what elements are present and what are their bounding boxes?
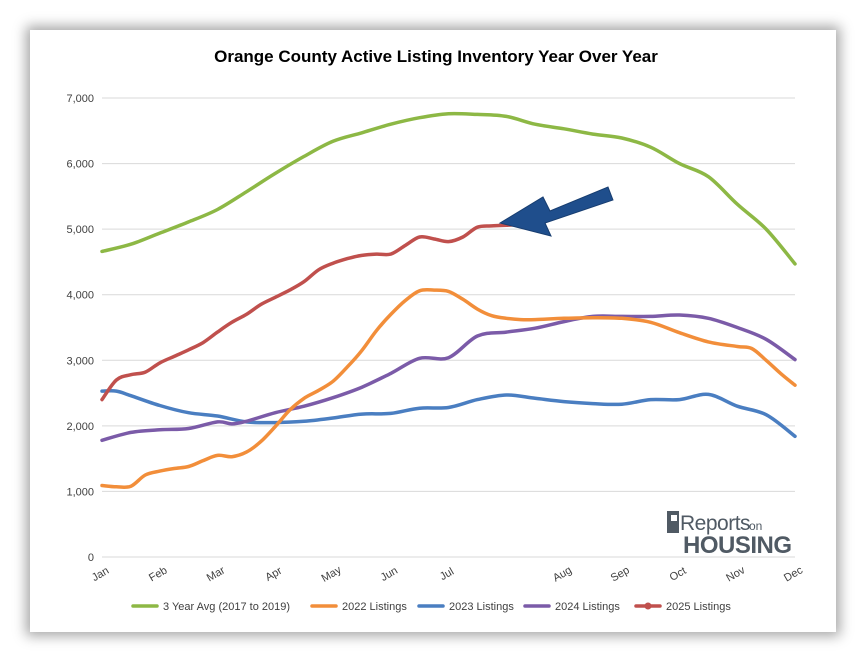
series-line-0	[100, 111, 797, 266]
x-tick-label: Apr	[263, 565, 284, 584]
line-chart: Orange County Active Listing Inventory Y…	[66, 47, 806, 613]
y-tick-label: 2,000	[66, 421, 94, 433]
logo-text-reports: Reports	[680, 512, 750, 535]
series-line-1	[100, 287, 797, 490]
logo-mark	[667, 511, 679, 533]
legend-marker	[644, 602, 652, 610]
x-tick-label: Oct	[668, 565, 689, 584]
series-line-4	[100, 222, 537, 402]
x-tick-label: Jun	[379, 565, 400, 584]
x-tick-label: Jan	[90, 565, 111, 584]
arrow-shape	[498, 186, 614, 237]
x-axis-ticks: Jan Feb Mar Apr May Jun Jul Aug Sep Oct Nov Dec	[90, 564, 806, 585]
x-tick-label: Sep	[609, 564, 632, 584]
legend-label: 2023 Listings	[449, 601, 514, 613]
y-tick-label: 6,000	[66, 159, 94, 171]
chart-title: Orange County Active Listing Inventory Y…	[214, 47, 658, 66]
series-lines	[100, 111, 797, 490]
gridlines	[102, 97, 795, 558]
y-axis-ticks: 0 1,000 2,000 3,000 4,000 5,000 6,000 7,000	[66, 93, 94, 564]
legend-label: 2022 Listings	[342, 601, 407, 613]
legend: 3 Year Avg (2017 to 2019) 2022 Listings 20…	[131, 601, 731, 613]
chart-frame: Orange County Active Listing Inventory Y…	[30, 30, 836, 632]
x-tick-label: Nov	[724, 564, 747, 584]
x-tick-label: Aug	[551, 564, 574, 584]
x-tick-label: May	[320, 564, 344, 585]
legend-label: 2025 Listings	[666, 601, 731, 613]
logo-text-housing: HOUSING	[683, 532, 792, 559]
series-line-3	[100, 313, 797, 443]
reports-on-housing-logo: Reports on HOUSING	[667, 511, 792, 559]
legend-label: 2024 Listings	[555, 601, 620, 613]
y-tick-label: 4,000	[66, 290, 94, 302]
x-tick-label: Feb	[147, 564, 169, 584]
x-tick-label: Jul	[438, 566, 456, 583]
y-tick-label: 7,000	[66, 93, 94, 105]
annotation-arrow	[498, 186, 614, 237]
y-tick-label: 0	[88, 552, 94, 564]
y-tick-label: 1,000	[66, 486, 94, 498]
legend-label: 3 Year Avg (2017 to 2019)	[163, 601, 290, 613]
x-tick-label: Dec	[782, 564, 805, 584]
logo-text-on: on	[749, 519, 762, 533]
series-line-2	[100, 388, 797, 439]
x-tick-label: Mar	[205, 564, 228, 584]
y-tick-label: 3,000	[66, 355, 94, 367]
y-tick-label: 5,000	[66, 224, 94, 236]
